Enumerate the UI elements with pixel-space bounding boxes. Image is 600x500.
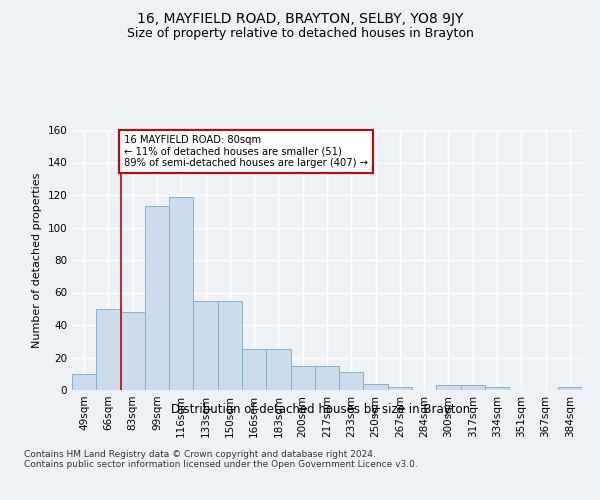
Bar xyxy=(485,387,509,390)
Bar xyxy=(364,384,388,390)
Text: Size of property relative to detached houses in Brayton: Size of property relative to detached ho… xyxy=(127,28,473,40)
Bar xyxy=(145,206,169,390)
Y-axis label: Number of detached properties: Number of detached properties xyxy=(32,172,42,348)
Bar xyxy=(72,374,96,390)
Bar xyxy=(315,366,339,390)
Bar xyxy=(121,312,145,390)
Bar xyxy=(436,385,461,390)
Text: Contains HM Land Registry data © Crown copyright and database right 2024.
Contai: Contains HM Land Registry data © Crown c… xyxy=(24,450,418,469)
Bar xyxy=(96,308,121,390)
Bar xyxy=(339,372,364,390)
Text: 16 MAYFIELD ROAD: 80sqm
← 11% of detached houses are smaller (51)
89% of semi-de: 16 MAYFIELD ROAD: 80sqm ← 11% of detache… xyxy=(124,135,368,168)
Bar xyxy=(388,387,412,390)
Text: 16, MAYFIELD ROAD, BRAYTON, SELBY, YO8 9JY: 16, MAYFIELD ROAD, BRAYTON, SELBY, YO8 9… xyxy=(137,12,463,26)
Bar xyxy=(218,300,242,390)
Bar xyxy=(290,366,315,390)
Bar xyxy=(461,385,485,390)
Text: Distribution of detached houses by size in Brayton: Distribution of detached houses by size … xyxy=(172,402,470,415)
Bar xyxy=(193,300,218,390)
Bar xyxy=(169,196,193,390)
Bar xyxy=(266,350,290,390)
Bar xyxy=(558,387,582,390)
Bar xyxy=(242,350,266,390)
